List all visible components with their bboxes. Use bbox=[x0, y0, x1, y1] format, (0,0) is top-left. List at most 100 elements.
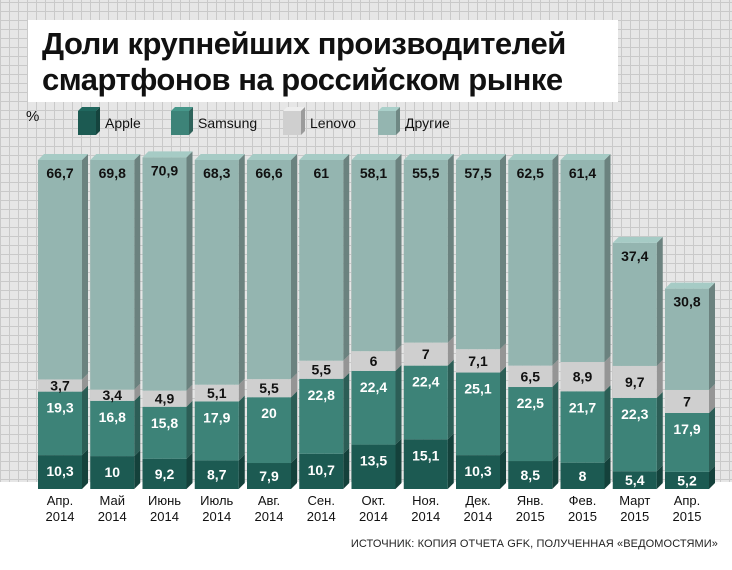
bar-value-label: 13,5 bbox=[360, 453, 387, 469]
bar-segment-side bbox=[552, 359, 559, 388]
bar-value-label: 37,4 bbox=[621, 248, 648, 264]
bar-segment bbox=[403, 342, 448, 366]
bar-segment-side bbox=[238, 395, 245, 461]
bar-value-label: 16,8 bbox=[99, 409, 126, 425]
bar-value-label: 7,1 bbox=[468, 353, 488, 369]
bar-value-label: 7,9 bbox=[259, 468, 279, 484]
bar-segment-side bbox=[134, 394, 141, 457]
bar-segment bbox=[90, 400, 135, 457]
x-tick-year: 2014 bbox=[255, 509, 284, 524]
bar-stack: 8,5 22,5 6,5 62,5 bbox=[508, 154, 559, 489]
bar-segment-side bbox=[82, 154, 88, 380]
bar-stack: 13,5 22,4 6 58,1 bbox=[351, 154, 402, 489]
bar-value-label: 8,9 bbox=[573, 369, 593, 385]
bar-stack: 8 21,7 8,9 61,4 bbox=[560, 154, 611, 489]
bar-segment bbox=[247, 463, 291, 489]
x-tick-year: 2014 bbox=[98, 509, 127, 524]
bar-segment bbox=[38, 379, 82, 392]
x-tick-month: Окт. bbox=[361, 493, 385, 508]
legend-label: Другие bbox=[405, 115, 450, 131]
bar-value-label: 19,3 bbox=[46, 400, 73, 416]
x-tick-month: Апр. bbox=[674, 493, 701, 508]
bar-value-label: 61,4 bbox=[569, 165, 596, 181]
bar-segment bbox=[142, 390, 187, 407]
bar-segment-side bbox=[604, 356, 611, 392]
bar-segment bbox=[194, 160, 239, 385]
x-tick-year: 2015 bbox=[620, 509, 649, 524]
bar-segment-side bbox=[291, 154, 297, 380]
legend-label: Samsung bbox=[198, 115, 257, 131]
bar-segment bbox=[665, 471, 709, 489]
legend-swatch bbox=[78, 111, 96, 135]
bar-value-label: 5,2 bbox=[677, 472, 697, 488]
bar-segment bbox=[612, 397, 657, 472]
bar-value-label: 6,5 bbox=[521, 368, 541, 384]
bar-segment bbox=[194, 460, 239, 489]
x-tick-month: Авг. bbox=[258, 493, 280, 508]
bar-segment-side bbox=[447, 154, 454, 343]
bar-segment bbox=[299, 453, 344, 489]
bar-segment-side bbox=[552, 455, 559, 489]
bar-segment-side bbox=[343, 372, 350, 454]
bar-segment-side bbox=[604, 456, 611, 489]
bar-segment-side bbox=[656, 359, 663, 398]
bar-segment bbox=[456, 160, 500, 350]
bar-segment-side bbox=[343, 447, 350, 489]
bar-value-label: 8,7 bbox=[207, 467, 227, 483]
source-note: ИСТОЧНИК: КОПИЯ ОТЧЕТА GFK, ПОЛУЧЕННАЯ «… bbox=[350, 538, 718, 550]
bar-stack: 10,3 25,1 7,1 57,5 bbox=[456, 154, 506, 489]
bar-segment bbox=[456, 372, 500, 456]
bar-value-label: 17,9 bbox=[673, 421, 700, 437]
legend-swatch-top bbox=[78, 107, 100, 111]
x-tick-year: 2014 bbox=[150, 509, 179, 524]
legend-swatch bbox=[283, 111, 301, 135]
bar-value-label: 5,1 bbox=[207, 385, 227, 401]
x-tick-month: Янв. bbox=[517, 493, 544, 508]
bar-stack: 7,9 20 5,5 66,6 bbox=[247, 154, 297, 489]
x-tick-month: Апр. bbox=[47, 493, 74, 508]
bar-segment bbox=[142, 157, 187, 391]
legend-swatch bbox=[378, 111, 396, 135]
bar-value-label: 10,3 bbox=[46, 463, 73, 479]
legend-swatch-side bbox=[396, 107, 400, 135]
bar-segment bbox=[247, 397, 291, 464]
bar-value-label: 58,1 bbox=[360, 165, 387, 181]
bar-segment bbox=[90, 160, 135, 390]
bars: 10,3 19,3 3,7 66,7 10 16,8 3,4 69,8 9,2 15,8 4,9 70… bbox=[38, 151, 715, 489]
legend-swatch-top bbox=[171, 107, 193, 111]
bar-segment-side bbox=[134, 450, 141, 489]
bar-value-label: 25,1 bbox=[464, 381, 491, 397]
bar-segment bbox=[351, 160, 396, 352]
bar-segment-side bbox=[500, 343, 506, 373]
bar-segment-side bbox=[656, 391, 663, 472]
legend-swatch-side bbox=[96, 107, 100, 135]
x-axis: Апр.2014Май2014Июнь2014Июль2014Авг.2014С… bbox=[46, 493, 702, 524]
bar-segment bbox=[612, 365, 657, 398]
bar-value-label: 10,3 bbox=[464, 463, 491, 479]
bar-value-label: 22,5 bbox=[517, 395, 544, 411]
bar-value-label: 15,8 bbox=[151, 415, 178, 431]
bar-value-label: 5,5 bbox=[312, 362, 332, 378]
bar-stack: 15,1 22,4 7 55,5 bbox=[403, 154, 454, 489]
bar-value-label: 55,5 bbox=[412, 165, 439, 181]
bar-segment-side bbox=[291, 373, 297, 398]
bar-top-face bbox=[194, 154, 245, 160]
bar-top-face bbox=[560, 154, 611, 160]
x-tick-year: 2015 bbox=[568, 509, 597, 524]
bar-value-label: 7 bbox=[422, 346, 430, 362]
x-tick-year: 2014 bbox=[202, 509, 231, 524]
bar-segment-side bbox=[82, 385, 88, 456]
bar-segment bbox=[194, 401, 239, 461]
bar-segment-side bbox=[656, 236, 663, 366]
bar-value-label: 22,4 bbox=[360, 379, 387, 395]
bar-value-label: 57,5 bbox=[464, 165, 491, 181]
bar-value-label: 22,4 bbox=[412, 374, 439, 390]
bar-top-face bbox=[299, 154, 350, 160]
x-tick-month: Май bbox=[100, 493, 125, 508]
bar-segment bbox=[247, 160, 291, 380]
bar-segment-side bbox=[134, 383, 141, 401]
bar-segment bbox=[560, 362, 605, 392]
bar-segment-side bbox=[395, 345, 402, 371]
bar-segment-side bbox=[82, 373, 88, 392]
